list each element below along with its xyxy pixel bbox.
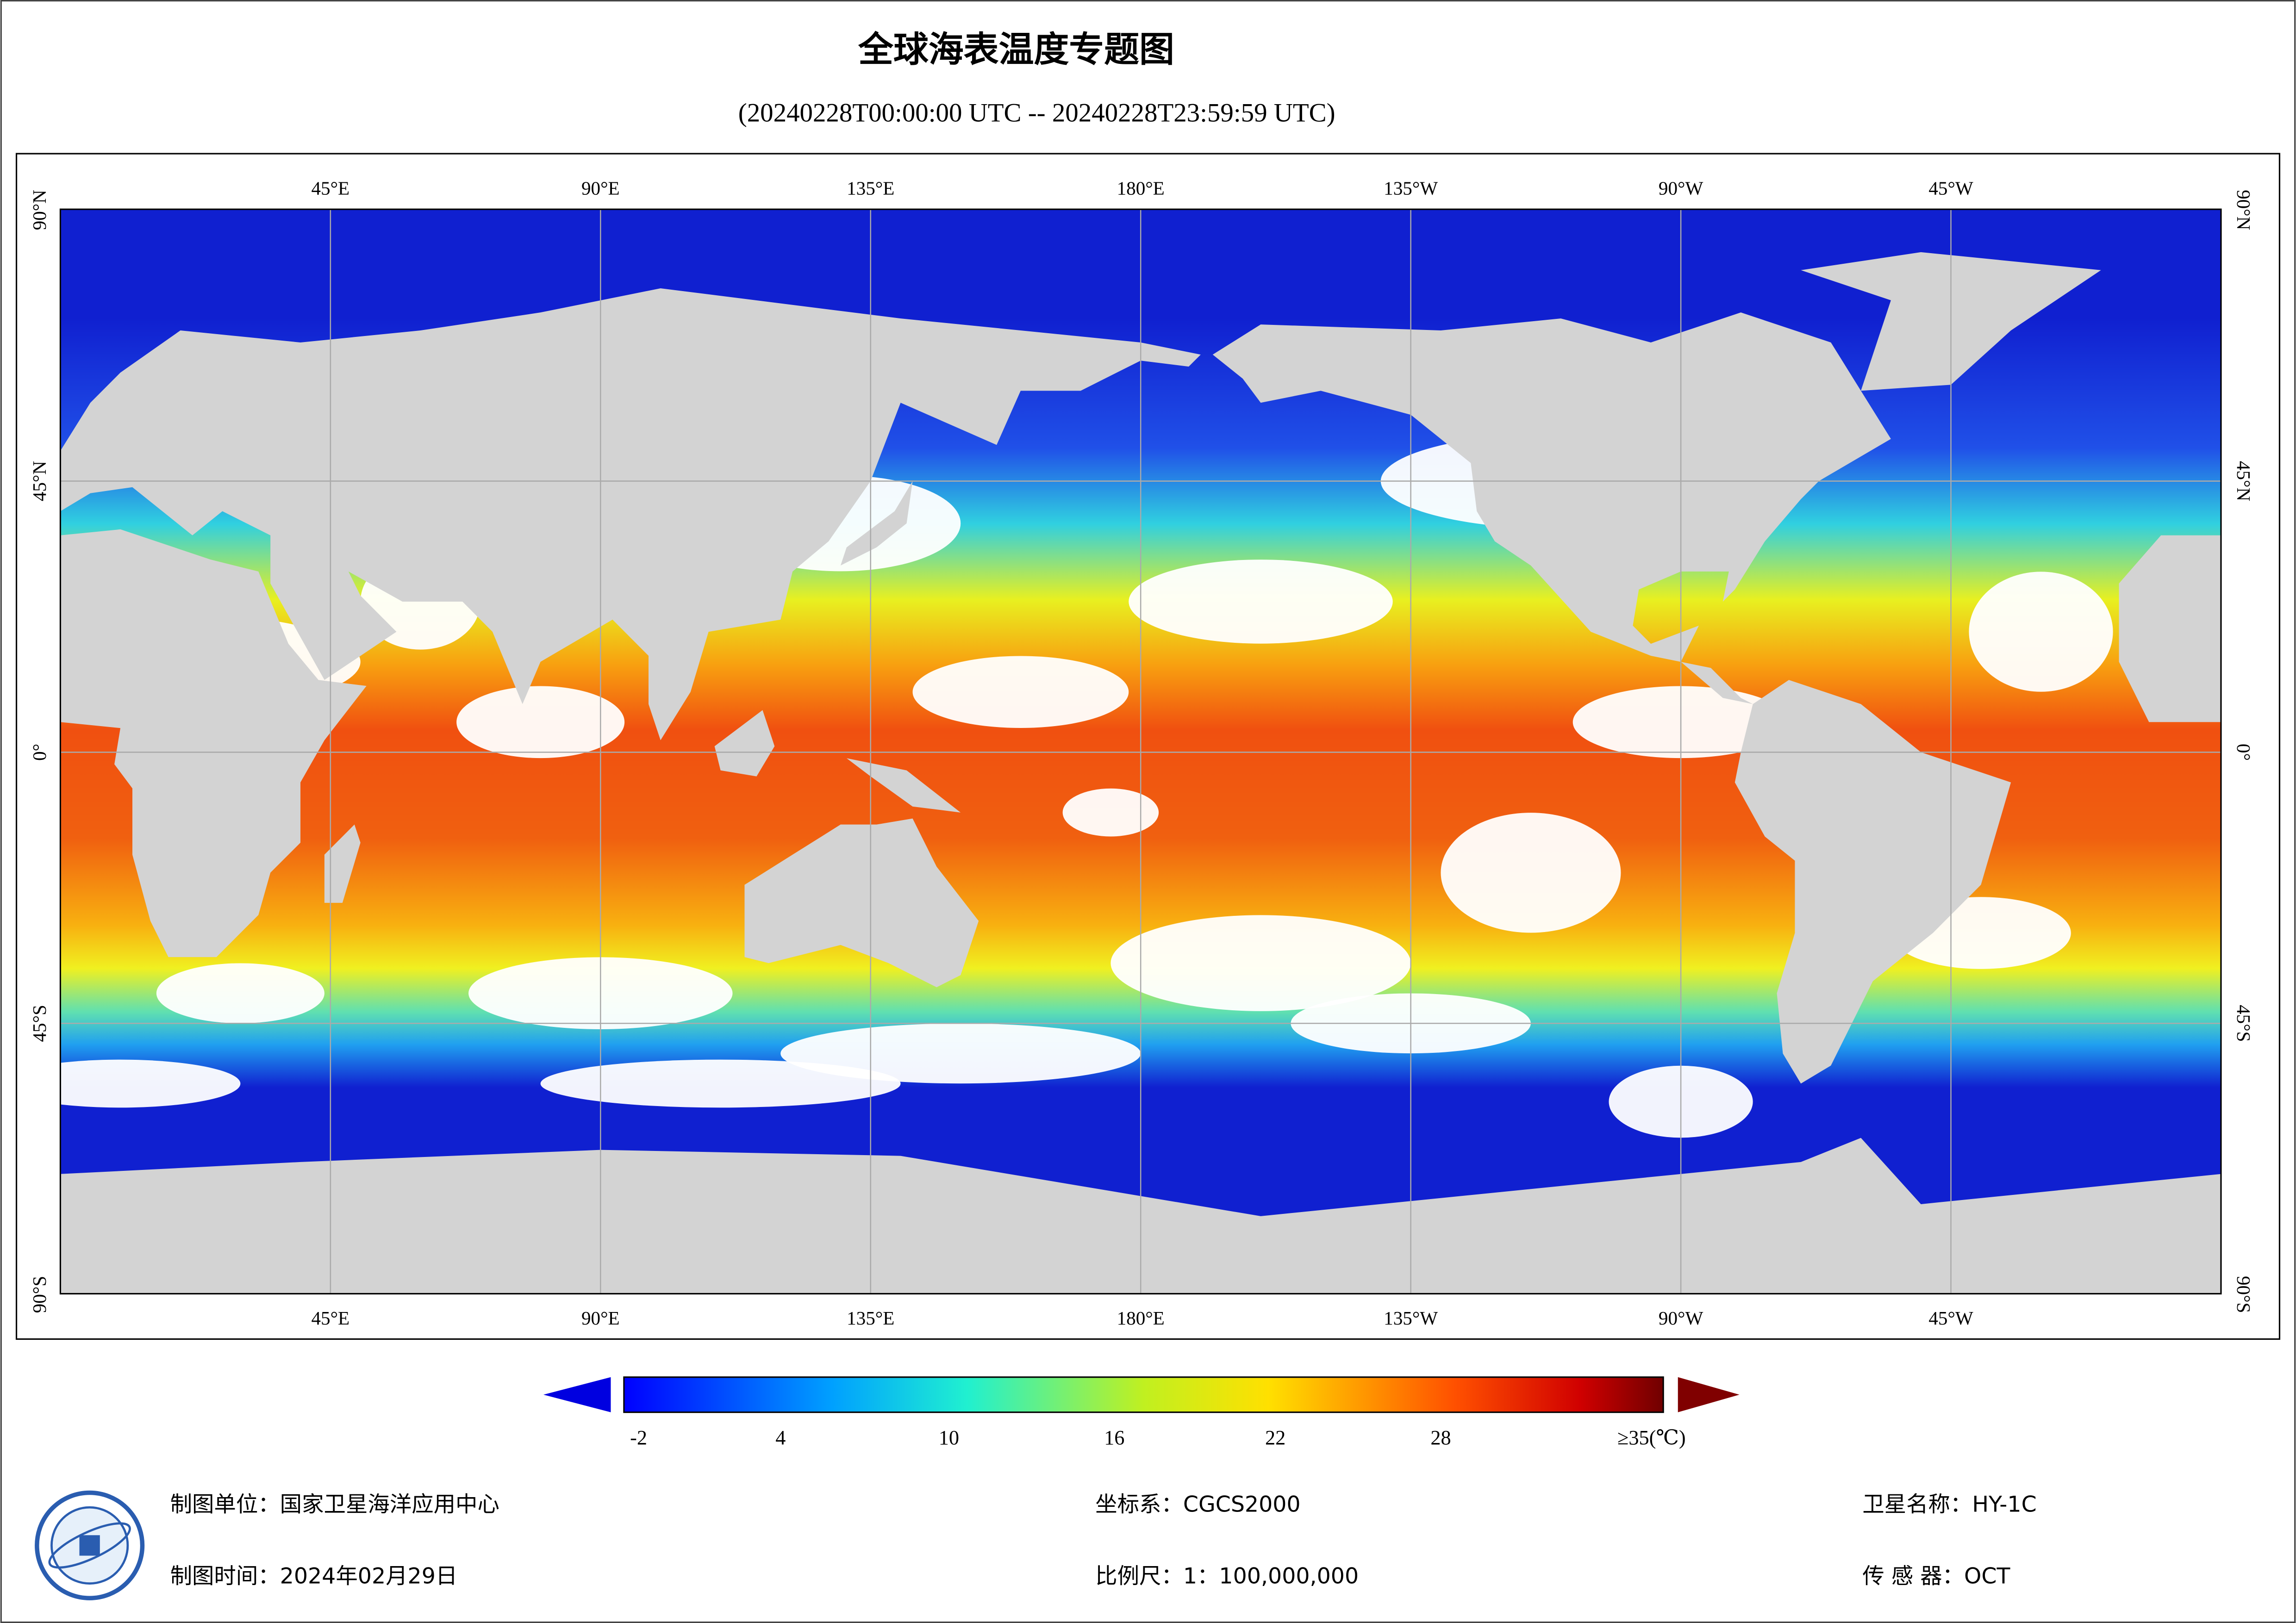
lon-label: 135°W	[1384, 178, 1438, 199]
lon-label: 135°E	[847, 1307, 894, 1329]
colorbar-tick-label: 10	[939, 1426, 959, 1449]
footer-unit: 制图单位：国家卫星海洋应用中心	[170, 1492, 499, 1517]
lon-label: 45°W	[1928, 178, 1973, 199]
cloud	[1111, 915, 1411, 1011]
landmass	[2119, 535, 2221, 722]
lon-label: 90°W	[1659, 1307, 1703, 1329]
footer-satellite: 卫星名称：HY-1C	[1862, 1492, 2037, 1517]
landmass	[1734, 680, 2011, 1084]
footer-date: 制图时间：2024年02月29日	[170, 1564, 458, 1589]
footer-crs: 坐标系：CGCS2000	[1095, 1492, 1300, 1517]
map-border	[59, 208, 2222, 1295]
lon-label: 180°E	[1117, 178, 1165, 199]
lat-label: 90°S	[29, 1276, 50, 1313]
lon-label: 90°E	[581, 178, 620, 199]
lon-label: 45°W	[1928, 1307, 1973, 1329]
title: 全球海表温度专题图	[858, 29, 1174, 70]
lon-label: 135°W	[1384, 1307, 1438, 1329]
graticule-labels: 45°E 45°E 90°E 90°E 135°E 135°E 180°E 180°E 135°…	[29, 178, 2254, 1329]
lon-label: 90°E	[581, 1307, 620, 1329]
landmass	[324, 824, 361, 903]
colorbar-tick-label: -2	[630, 1426, 647, 1449]
colorbar-over	[1678, 1377, 1740, 1412]
colorbar-ticks: -2 4 10 16 22 28 ≥35(℃)	[630, 1426, 1686, 1449]
landmass	[1141, 342, 1201, 367]
lon-label: 90°W	[1659, 178, 1703, 199]
colorbar-tick-label: 28	[1430, 1426, 1451, 1449]
subtitle: (20240228T00:00:00 UTC -- 20240228T23:59…	[738, 98, 1335, 127]
footer-sensor: 传 感 器：OCT	[1862, 1564, 2010, 1589]
colorbar	[623, 1376, 1664, 1413]
map	[60, 209, 2221, 1294]
colorbar-tick-label: 22	[1265, 1426, 1285, 1449]
lat-label: 0°	[2233, 744, 2254, 761]
colorbar-under	[543, 1377, 611, 1412]
lat-label: 90°N	[29, 190, 50, 230]
cloud	[1062, 788, 1159, 837]
footer-scale: 比例尺：1：100,000,000	[1095, 1564, 1359, 1589]
lat-label: 45°N	[2233, 461, 2254, 501]
cloud	[912, 656, 1129, 728]
map-frame	[15, 153, 2281, 1340]
cloud	[1441, 813, 1621, 933]
landmass	[714, 710, 775, 777]
landmass	[1212, 312, 1891, 704]
colorbar-tick-label: ≥35(℃)	[1617, 1426, 1686, 1449]
lat-label: 45°S	[2233, 1005, 2254, 1042]
lat-label: 90°N	[2233, 190, 2254, 230]
landmass	[846, 758, 961, 813]
lon-label: 45°E	[312, 1307, 350, 1329]
cloud	[540, 1059, 901, 1108]
lat-label: 45°S	[29, 1005, 50, 1042]
cloud	[1129, 560, 1393, 644]
cloud	[156, 963, 324, 1024]
cloud	[1969, 572, 2113, 692]
lat-label: 0°	[29, 744, 50, 761]
graticule	[60, 209, 2221, 1294]
landmass	[840, 481, 913, 566]
lon-label: 45°E	[312, 178, 350, 199]
lon-label: 135°E	[847, 178, 894, 199]
landmass	[744, 818, 979, 988]
lat-label: 90°S	[2233, 1276, 2254, 1313]
cloud	[456, 686, 625, 759]
colorbar-tick-label: 4	[775, 1426, 786, 1449]
logo	[35, 1490, 145, 1600]
colorbar-tick-label: 16	[1104, 1426, 1124, 1449]
lon-label: 180°E	[1117, 1307, 1165, 1329]
cloud	[60, 1059, 241, 1108]
lat-label: 45°N	[29, 461, 50, 501]
landmass	[60, 529, 367, 958]
